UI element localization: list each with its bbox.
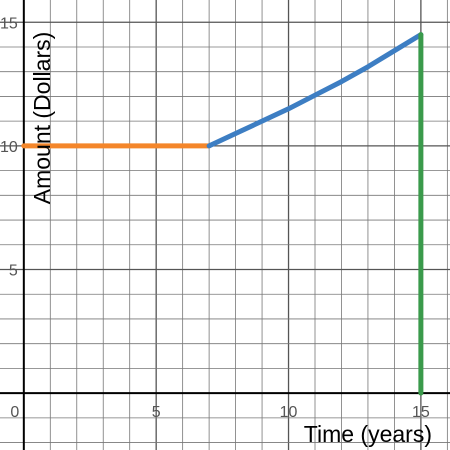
x-tick-label: 5 bbox=[152, 404, 161, 421]
y-tick-label: 10 bbox=[0, 139, 18, 156]
x-tick-label: 15 bbox=[412, 404, 430, 421]
y-tick-label: 15 bbox=[0, 15, 18, 32]
series-line-2 bbox=[206, 32, 424, 149]
x-axis-title: Time (years) bbox=[304, 421, 432, 447]
y-axis-title: Amount (Dollars) bbox=[29, 32, 55, 205]
chart-tick-labels: 0 5 10 15 5 10 15 bbox=[0, 15, 430, 421]
y-tick-label: 5 bbox=[9, 263, 18, 280]
chart-series bbox=[21, 32, 424, 396]
x-tick-label: 0 bbox=[10, 404, 19, 421]
x-tick-label: 10 bbox=[280, 404, 298, 421]
